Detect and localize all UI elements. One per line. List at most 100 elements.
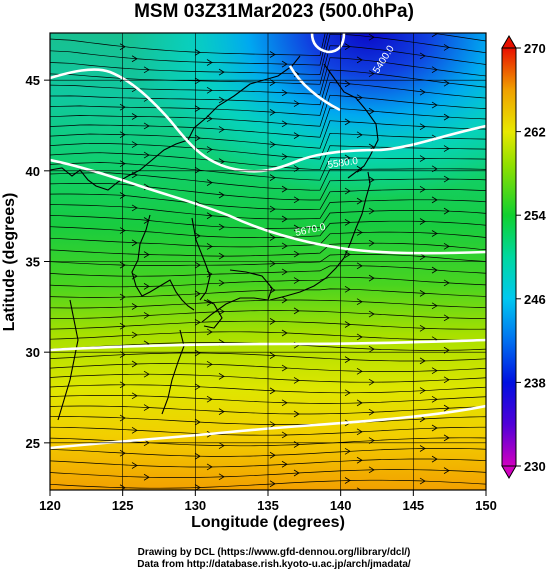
streamline [50,57,486,95]
flow-arrowhead [344,187,351,195]
flow-arrowhead [356,262,363,270]
streamline [50,299,486,309]
flow-arrowhead [281,364,288,372]
flow-arrowhead [194,318,201,326]
flow-arrowhead [293,196,300,204]
flow-arrowhead [119,449,126,457]
flow-arrowhead [356,428,363,436]
streamline [50,33,326,56]
flow-arrowhead [345,10,350,16]
flow-arrowhead [269,79,276,86]
flow-arrowhead [431,66,438,74]
flow-arrowhead [344,80,351,88]
coastlines [50,55,379,421]
flow-arrowhead [293,377,300,384]
colorbar-tick-label: 246 [524,292,546,307]
flow-arrowhead [356,165,363,173]
flow-arrowhead [356,298,363,306]
flow-arrowhead [281,60,288,68]
flow-arrowhead [281,89,288,97]
colorbar: 230 238 246 254 262 270 [501,35,546,479]
flow-arrowhead [218,126,225,133]
flow-arrowhead [194,77,201,85]
flow-arrowhead [218,408,225,415]
flow-arrowhead [431,230,438,237]
streamline [50,210,486,229]
flow-arrowhead [344,154,351,162]
flow-arrowhead [368,176,375,184]
flow-arrowhead [431,101,438,109]
flow-arrowhead [368,437,375,444]
streamline [50,33,486,66]
colorbar-max-arrow [501,35,517,49]
flow-arrowhead [269,141,276,148]
flow-arrowhead [269,318,276,325]
flow-arrowhead [419,477,426,485]
flow-arrowhead [218,223,225,231]
flow-arrowhead [269,480,276,488]
streamline [50,405,486,415]
streamline [50,33,486,75]
flow-arrowhead [368,33,375,41]
flow-arrowhead [293,469,300,477]
flow-arrowhead [344,389,351,397]
flow-arrowhead [143,151,150,159]
streamline [50,82,486,116]
flow-arrowhead [443,434,450,442]
flow-arrowhead [269,352,276,359]
streamline [50,479,486,489]
flow-arrowhead [131,303,138,310]
flow-arrowhead [119,261,126,269]
flow-arrowhead [431,424,438,432]
streamline [50,426,486,436]
x-axis-ticks: 120 125 130 135 140 145 150 [39,490,497,513]
flow-arrowhead [368,274,375,282]
x-tick-label: 130 [184,498,206,513]
streamline [50,276,486,288]
streamline [50,120,486,149]
flow-arrowhead [356,197,363,205]
flow-arrowhead [119,227,126,234]
streamline [50,384,486,394]
flow-arrowhead [218,96,225,104]
flow-arrowhead [269,234,276,241]
flow-arrowhead [131,204,138,212]
streamline [50,242,486,257]
flow-arrowhead [143,473,150,481]
flow-arrowhead [443,44,450,51]
streamline [50,168,486,191]
flow-arrowhead [218,442,225,450]
flow-arrowhead [206,115,213,123]
flow-arrowhead [206,395,213,403]
flow-arrowhead [194,290,201,298]
flow-arrowhead [194,49,201,56]
streamline [50,220,486,239]
flow-arrowhead [368,466,375,474]
flow-arrowhead [194,134,201,142]
flow-arrowhead [143,122,150,130]
colorbar-tick-label: 270 [524,41,546,56]
flow-arrowhead [218,191,225,199]
flow-arrowhead [194,232,201,240]
flow-arrowhead [281,460,288,468]
flow-arrowhead [431,455,438,463]
flow-arrowhead [194,383,201,391]
flow-arrowhead [419,357,426,365]
flow-arrowhead [344,356,351,363]
flow-arrowhead [206,243,213,250]
colorbar-tick-label: 254 [524,208,546,223]
flow-arrowhead [419,185,426,193]
flow-arrowhead [194,452,201,460]
flow-arrowhead [443,145,450,152]
flow-arrowhead [206,328,213,336]
flow-arrowhead [119,414,126,422]
flow-arrowhead [419,155,426,162]
contour-5880 [50,404,486,450]
flow-arrowhead [431,395,438,403]
flow-arrowhead [119,322,126,330]
flow-arrowhead [443,279,450,287]
flow-arrowhead [344,118,351,126]
flow-arrowhead [218,252,225,260]
flow-arrowhead [218,308,225,315]
flow-arrowhead [206,146,213,153]
